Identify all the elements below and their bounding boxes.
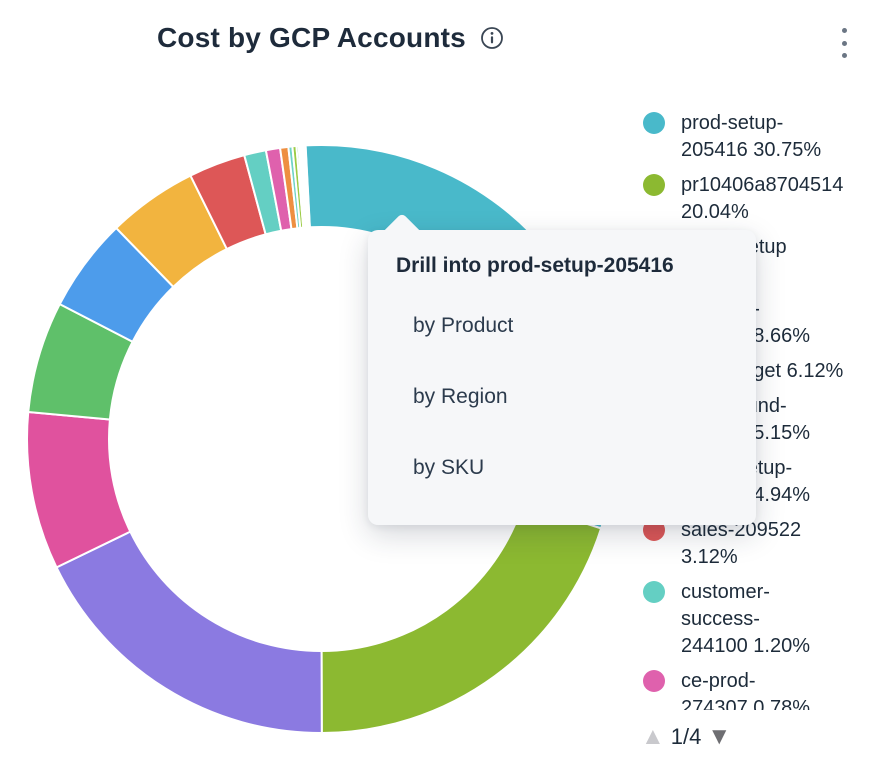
drilldown-option[interactable]: by SKU (413, 456, 485, 479)
chart-title: Cost by GCP Accounts (157, 22, 466, 53)
legend-item[interactable]: prod-setup- 205416 30.75% (643, 110, 883, 164)
legend-pagination: ▲ 1/4 ▼ (641, 724, 731, 750)
info-icon[interactable] (480, 26, 504, 50)
legend-dot (643, 670, 665, 692)
legend-label: sales-209522 3.12% (681, 519, 802, 568)
donut-slice[interactable] (55, 530, 323, 735)
legend-page-label: 1/4 (670, 724, 702, 749)
legend-page-down-icon[interactable]: ▼ (707, 723, 732, 750)
legend-page-up-icon[interactable]: ▲ (641, 723, 665, 750)
donut-slice[interactable] (302, 144, 311, 229)
legend-label: prod-setup- 205416 30.75% (681, 112, 822, 161)
legend-label: pr10406a8704514 20.04% (681, 174, 844, 223)
legend-dot (643, 174, 665, 196)
legend-item[interactable]: sales-209522 3.12% (643, 517, 883, 571)
chart-header: Cost by GCP Accounts (157, 22, 504, 54)
drilldown-menu: Drill into prod-setup-205416 by Product b… (368, 212, 756, 525)
donut-slice[interactable] (320, 502, 603, 735)
drilldown-title: Drill into prod-setup-205416 (396, 254, 674, 277)
legend-item[interactable]: customer-success- 244100 1.20% (643, 579, 883, 660)
kebab-menu-icon[interactable] (836, 28, 852, 58)
legend-label: customer-success- 244100 1.20% (681, 581, 811, 657)
drilldown-option[interactable]: by Product (413, 314, 514, 337)
legend-label: ce-prod- 274307 0.78% (681, 670, 811, 710)
legend-dot (643, 112, 665, 134)
legend-item[interactable]: pr10406a8704514 20.04% (643, 172, 883, 226)
legend-item[interactable]: ce-prod- 274307 0.78% (643, 668, 883, 710)
drilldown-option[interactable]: by Region (413, 385, 508, 408)
legend-dot (643, 581, 665, 603)
